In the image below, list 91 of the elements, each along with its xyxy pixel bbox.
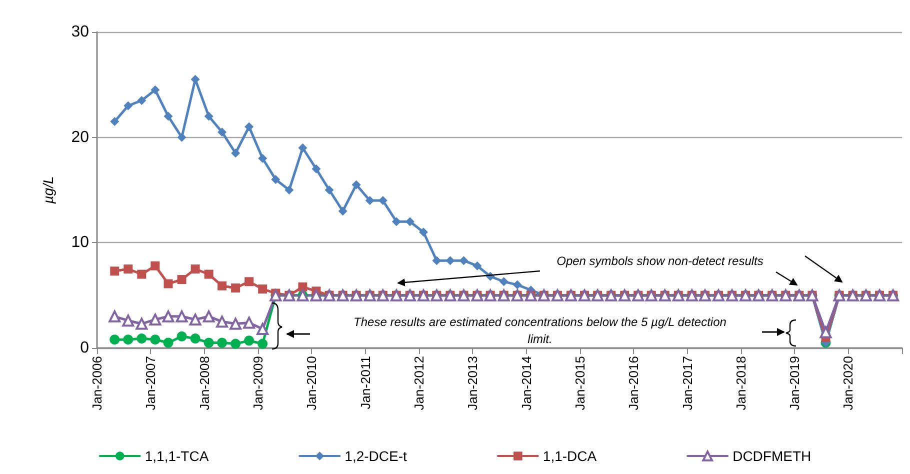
point bbox=[244, 122, 254, 132]
x-tick-label: Jan-2009 bbox=[250, 356, 266, 410]
point bbox=[312, 164, 321, 174]
point bbox=[230, 338, 241, 349]
point bbox=[258, 154, 268, 163]
point bbox=[189, 314, 202, 326]
point bbox=[124, 101, 133, 110]
point bbox=[258, 284, 268, 294]
point bbox=[204, 112, 214, 121]
y-tick-label: 10 bbox=[71, 234, 90, 252]
point bbox=[123, 334, 134, 345]
x-tick-label: Jan-2006 bbox=[90, 356, 104, 410]
x-tick-label: Jan-2019 bbox=[787, 356, 802, 410]
x-tick-label: Jan-2012 bbox=[411, 356, 426, 410]
point bbox=[338, 206, 348, 216]
point bbox=[202, 310, 215, 322]
point bbox=[298, 143, 308, 152]
point bbox=[459, 256, 468, 266]
point bbox=[137, 96, 146, 105]
point bbox=[231, 283, 240, 292]
point bbox=[256, 323, 269, 336]
point bbox=[284, 186, 294, 194]
point bbox=[218, 128, 227, 137]
point bbox=[177, 275, 186, 284]
point bbox=[176, 331, 187, 342]
x-tick-label: Jan-2014 bbox=[518, 356, 534, 410]
point bbox=[136, 334, 147, 344]
point bbox=[136, 318, 148, 330]
point bbox=[446, 256, 455, 266]
point bbox=[244, 336, 254, 346]
point bbox=[352, 180, 361, 190]
x-tick-label: Jan-2017 bbox=[680, 356, 695, 410]
x-tick-label: Jan-2018 bbox=[733, 356, 748, 410]
point bbox=[472, 261, 482, 270]
point bbox=[231, 148, 240, 158]
point bbox=[418, 228, 428, 237]
point bbox=[365, 196, 374, 206]
point bbox=[258, 338, 268, 349]
y-tick-label: 20 bbox=[71, 128, 90, 146]
point bbox=[162, 310, 174, 322]
point bbox=[243, 316, 256, 329]
point bbox=[298, 282, 308, 292]
legend-label: 1,1,1-TCA bbox=[144, 448, 210, 464]
point bbox=[190, 264, 200, 274]
point bbox=[820, 326, 832, 338]
point bbox=[218, 281, 227, 290]
annotation: Open symbols show non-detect results bbox=[556, 254, 764, 268]
point bbox=[271, 174, 280, 184]
point bbox=[230, 318, 242, 330]
point bbox=[204, 338, 214, 348]
point bbox=[150, 334, 160, 345]
point bbox=[216, 316, 228, 328]
point bbox=[324, 186, 334, 194]
point bbox=[149, 314, 162, 326]
legend-label: 1,1-DCA bbox=[542, 448, 598, 464]
x-tick-label: Jan-2016 bbox=[626, 356, 642, 410]
legend-label: DCDFMETH bbox=[732, 448, 812, 464]
point bbox=[244, 277, 254, 286]
x-tick-label: Jan-2011 bbox=[358, 356, 373, 410]
x-tick-label: Jan-2008 bbox=[196, 356, 212, 410]
point bbox=[432, 256, 442, 266]
point bbox=[110, 117, 120, 126]
point bbox=[163, 338, 174, 348]
point bbox=[124, 264, 133, 274]
point bbox=[150, 261, 160, 270]
point bbox=[137, 270, 146, 279]
point bbox=[164, 279, 173, 288]
point bbox=[512, 280, 522, 290]
x-tick-label: Jan-2013 bbox=[465, 356, 480, 410]
point bbox=[217, 338, 228, 348]
point bbox=[499, 277, 508, 286]
x-tick-label: Jan-2007 bbox=[143, 356, 158, 410]
point bbox=[108, 310, 121, 322]
point bbox=[150, 85, 160, 94]
x-tick-label: Jan-2020 bbox=[840, 356, 856, 410]
point bbox=[392, 217, 401, 226]
point bbox=[122, 314, 134, 327]
annotation: These results are estimated concentrations below the 5 µg/L detection limit. bbox=[352, 314, 728, 348]
point bbox=[110, 334, 120, 345]
legend-label: 1,2-DCE-t bbox=[344, 448, 408, 464]
point bbox=[110, 266, 120, 276]
point bbox=[190, 334, 200, 344]
x-tick-label: Jan-2010 bbox=[304, 356, 320, 410]
point bbox=[204, 270, 214, 279]
point bbox=[177, 132, 186, 142]
y-axis-title: µg/L bbox=[40, 176, 56, 204]
point bbox=[164, 112, 173, 121]
point bbox=[176, 310, 188, 322]
y-tick-label: 30 bbox=[71, 24, 90, 40]
y-tick-label: 0 bbox=[80, 340, 90, 356]
x-tick-label: Jan-2015 bbox=[572, 356, 588, 410]
